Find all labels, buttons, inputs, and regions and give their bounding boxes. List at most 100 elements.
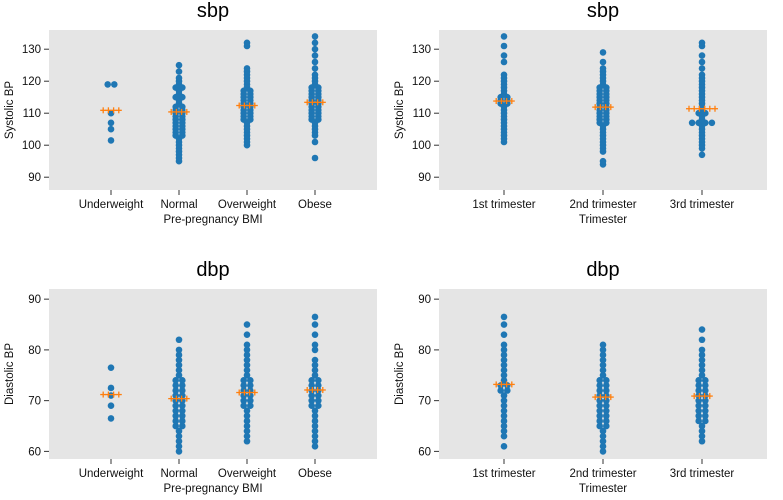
data-point [240, 402, 247, 410]
data-point [311, 407, 319, 415]
data-point [708, 119, 716, 127]
data-point [179, 402, 186, 410]
data-point [175, 336, 183, 344]
sbp-bmi-panel: sbp 90 100 110 120 130 Systolic BP Underweight N… [4, 0, 377, 226]
mean-marker [110, 107, 117, 114]
mean-marker [105, 107, 112, 114]
data-point [596, 422, 603, 430]
data-point [500, 351, 508, 359]
data-point [500, 331, 508, 338]
x-tick-label: 1st trimester [472, 199, 535, 211]
y-tick-label: 120 [22, 76, 41, 88]
y-tick-label: 90 [28, 294, 41, 306]
chart-title: dbp [196, 259, 229, 281]
data-point [172, 387, 179, 394]
x-tick-label: Normal [160, 468, 197, 480]
data-point [107, 109, 115, 117]
data-point [698, 346, 706, 354]
mean-marker [251, 389, 258, 396]
data-point [308, 382, 316, 389]
data-point [599, 361, 607, 369]
mean-marker [607, 394, 614, 401]
data-point [702, 407, 709, 415]
x-tick-label: Normal [160, 199, 197, 211]
data-point [695, 387, 702, 394]
data-point [599, 437, 607, 445]
data-point [599, 371, 607, 379]
data-point [500, 402, 508, 410]
y-tick-label: 80 [418, 345, 431, 357]
data-point [596, 397, 603, 404]
data-point [308, 377, 316, 384]
data-point [179, 392, 186, 399]
y-tick-label: 90 [28, 172, 41, 184]
y-axis-label: Diastolic BP [394, 343, 406, 405]
mean-marker [100, 391, 107, 398]
data-point [311, 71, 319, 79]
mean-marker [110, 391, 117, 398]
x-axis-label: Pre-pregnancy BMI [163, 483, 262, 495]
data-point [243, 39, 251, 47]
data-point [175, 366, 183, 374]
x-tick-label: 3rd trimester [670, 199, 735, 211]
data-point [172, 417, 179, 425]
mean-marker [508, 98, 515, 105]
mean-marker [508, 381, 515, 388]
mean-marker [105, 391, 112, 398]
data-point [698, 336, 706, 344]
data-point [311, 443, 319, 450]
mean-marker [168, 108, 175, 115]
mean-marker [314, 386, 321, 393]
data-point [243, 321, 251, 328]
data-point [596, 387, 603, 394]
data-point [179, 382, 186, 389]
data-point [698, 71, 706, 79]
data-point [603, 387, 610, 394]
data-point [500, 371, 508, 379]
mean-marker [597, 104, 604, 111]
data-point [603, 412, 610, 420]
data-point [500, 397, 508, 404]
mean-marker [706, 105, 713, 112]
chart-title: sbp [197, 0, 229, 22]
mean-marker [246, 102, 253, 109]
mean-marker [712, 105, 718, 112]
data-point [695, 397, 702, 404]
mean-marker [241, 102, 248, 109]
data-point [698, 326, 706, 333]
mean-marker [592, 104, 599, 111]
data-point [599, 65, 607, 72]
data-point [698, 361, 706, 369]
data-point [247, 392, 254, 399]
mean-marker [183, 108, 190, 115]
data-point [599, 346, 607, 354]
mean-marker [503, 98, 510, 105]
data-point [698, 65, 706, 72]
data-point [315, 382, 322, 389]
mean-marker [251, 102, 258, 109]
mean-marker [498, 98, 505, 105]
data-point [599, 427, 607, 435]
y-axis-label: Diastolic BP [4, 343, 16, 405]
data-point [243, 407, 251, 415]
data-point [311, 45, 319, 53]
mean-marker [178, 108, 185, 115]
data-point [599, 366, 607, 374]
data-point [500, 427, 508, 435]
data-point [107, 415, 115, 422]
data-point [702, 382, 709, 389]
mean-marker [691, 105, 698, 112]
data-point [599, 58, 607, 66]
y-tick-label: 110 [413, 108, 431, 120]
data-point [500, 42, 508, 50]
data-point [500, 341, 508, 349]
data-point [698, 356, 706, 364]
data-point [311, 366, 319, 374]
data-point [243, 412, 251, 420]
data-point [603, 377, 610, 384]
data-point [500, 346, 508, 354]
data-point [172, 407, 179, 415]
data-point [175, 68, 183, 75]
data-point [243, 356, 251, 364]
data-point [175, 346, 183, 354]
